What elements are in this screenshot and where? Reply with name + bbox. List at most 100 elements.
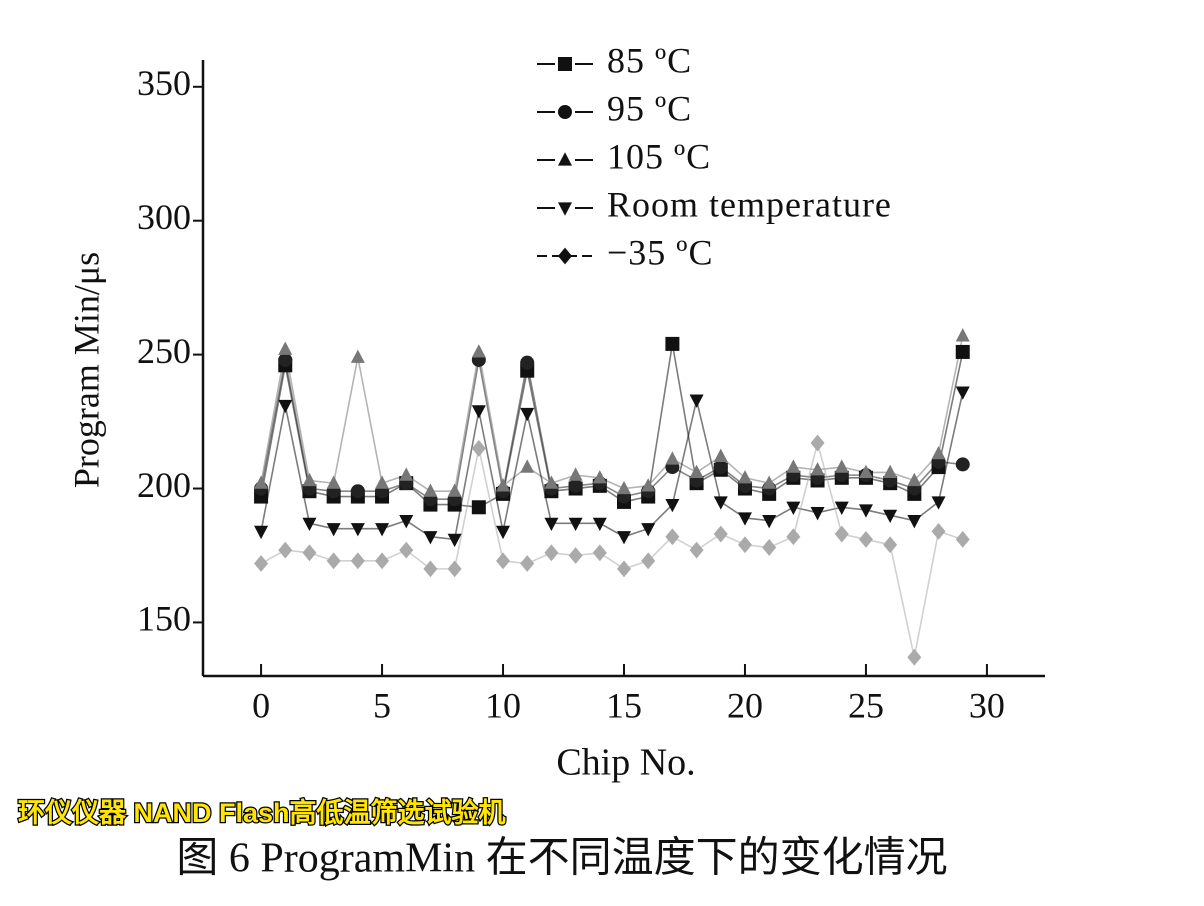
marker — [471, 500, 486, 515]
marker — [520, 555, 535, 572]
marker — [558, 247, 572, 265]
marker — [520, 459, 535, 473]
x-tick-label: 30 — [969, 685, 1005, 725]
marker — [558, 57, 572, 71]
x-tick-label: 15 — [606, 685, 642, 725]
marker — [665, 528, 680, 546]
marker — [689, 541, 704, 559]
series-line — [260, 391, 964, 541]
marker — [496, 525, 511, 540]
marker — [568, 478, 583, 493]
marker — [568, 517, 583, 532]
y-tick-label: 350 — [137, 63, 191, 103]
marker — [447, 483, 462, 497]
marker — [254, 475, 269, 489]
marker — [568, 547, 583, 564]
marker — [713, 448, 728, 462]
legend-marker — [558, 247, 572, 265]
legend-label: Room temperature — [607, 184, 892, 224]
x-tick-label: 5 — [373, 685, 391, 725]
marker — [558, 152, 572, 166]
y-axis-label: Program Min/μs — [66, 252, 106, 488]
marker — [399, 467, 414, 481]
marker — [883, 536, 898, 554]
marker — [278, 352, 293, 367]
marker — [786, 528, 801, 546]
marker — [713, 460, 728, 475]
marker — [350, 484, 365, 499]
marker — [713, 525, 728, 543]
marker — [834, 525, 849, 543]
marker — [907, 472, 922, 487]
marker — [326, 523, 341, 537]
legend-label: 95 ºC — [607, 88, 692, 128]
marker — [665, 336, 680, 351]
marker — [810, 434, 825, 452]
marker — [713, 496, 728, 510]
marker — [786, 459, 801, 473]
marker — [762, 515, 777, 529]
y-tick-label: 250 — [137, 331, 191, 371]
marker — [810, 507, 825, 521]
marker — [858, 464, 873, 479]
marker — [641, 478, 656, 492]
marker — [447, 560, 462, 578]
marker — [617, 560, 631, 578]
marker — [302, 472, 317, 487]
legend-marker — [558, 152, 572, 166]
marker — [592, 517, 607, 532]
x-tick-label: 25 — [848, 685, 884, 725]
x-tick-label: 20 — [727, 685, 763, 725]
marker — [375, 475, 390, 489]
x-tick-label: 10 — [485, 685, 521, 725]
marker — [399, 541, 414, 559]
marker — [544, 517, 559, 532]
marker — [762, 475, 777, 489]
marker — [931, 496, 946, 510]
marker — [471, 344, 486, 358]
marker — [423, 531, 438, 545]
marker — [737, 470, 752, 484]
marker — [544, 544, 559, 562]
marker — [302, 517, 317, 532]
marker — [858, 504, 873, 518]
marker — [931, 522, 946, 540]
marker — [278, 341, 293, 355]
marker — [350, 552, 365, 570]
marker — [350, 523, 365, 537]
legend-label: 105 ºC — [607, 136, 711, 176]
marker — [810, 462, 825, 476]
marker — [689, 394, 704, 408]
y-tick-label: 150 — [137, 599, 191, 639]
marker — [568, 467, 583, 481]
marker — [665, 451, 680, 465]
marker — [278, 399, 293, 414]
legend-label: −35 ºC — [607, 232, 713, 272]
marker — [423, 483, 438, 497]
marker — [496, 552, 511, 570]
marker — [558, 202, 572, 216]
caption: 图 6 ProgramMin 在不同温度下的变化情况 — [176, 835, 947, 882]
marker — [375, 552, 390, 570]
marker — [955, 386, 970, 400]
legend-label: 85 ºC — [607, 40, 692, 80]
marker — [641, 552, 656, 570]
marker — [786, 501, 801, 515]
marker — [302, 544, 317, 562]
marker — [955, 344, 970, 359]
marker — [907, 648, 922, 666]
marker — [423, 560, 438, 578]
marker — [592, 544, 607, 562]
marker — [471, 439, 486, 457]
marker — [617, 531, 631, 545]
y-tick-label: 300 — [137, 197, 191, 237]
marker — [834, 501, 849, 515]
legend-marker — [558, 202, 572, 216]
marker — [641, 523, 656, 537]
marker — [496, 478, 511, 492]
marker — [520, 355, 535, 370]
marker — [592, 470, 607, 484]
marker — [326, 475, 341, 489]
marker — [520, 407, 535, 422]
